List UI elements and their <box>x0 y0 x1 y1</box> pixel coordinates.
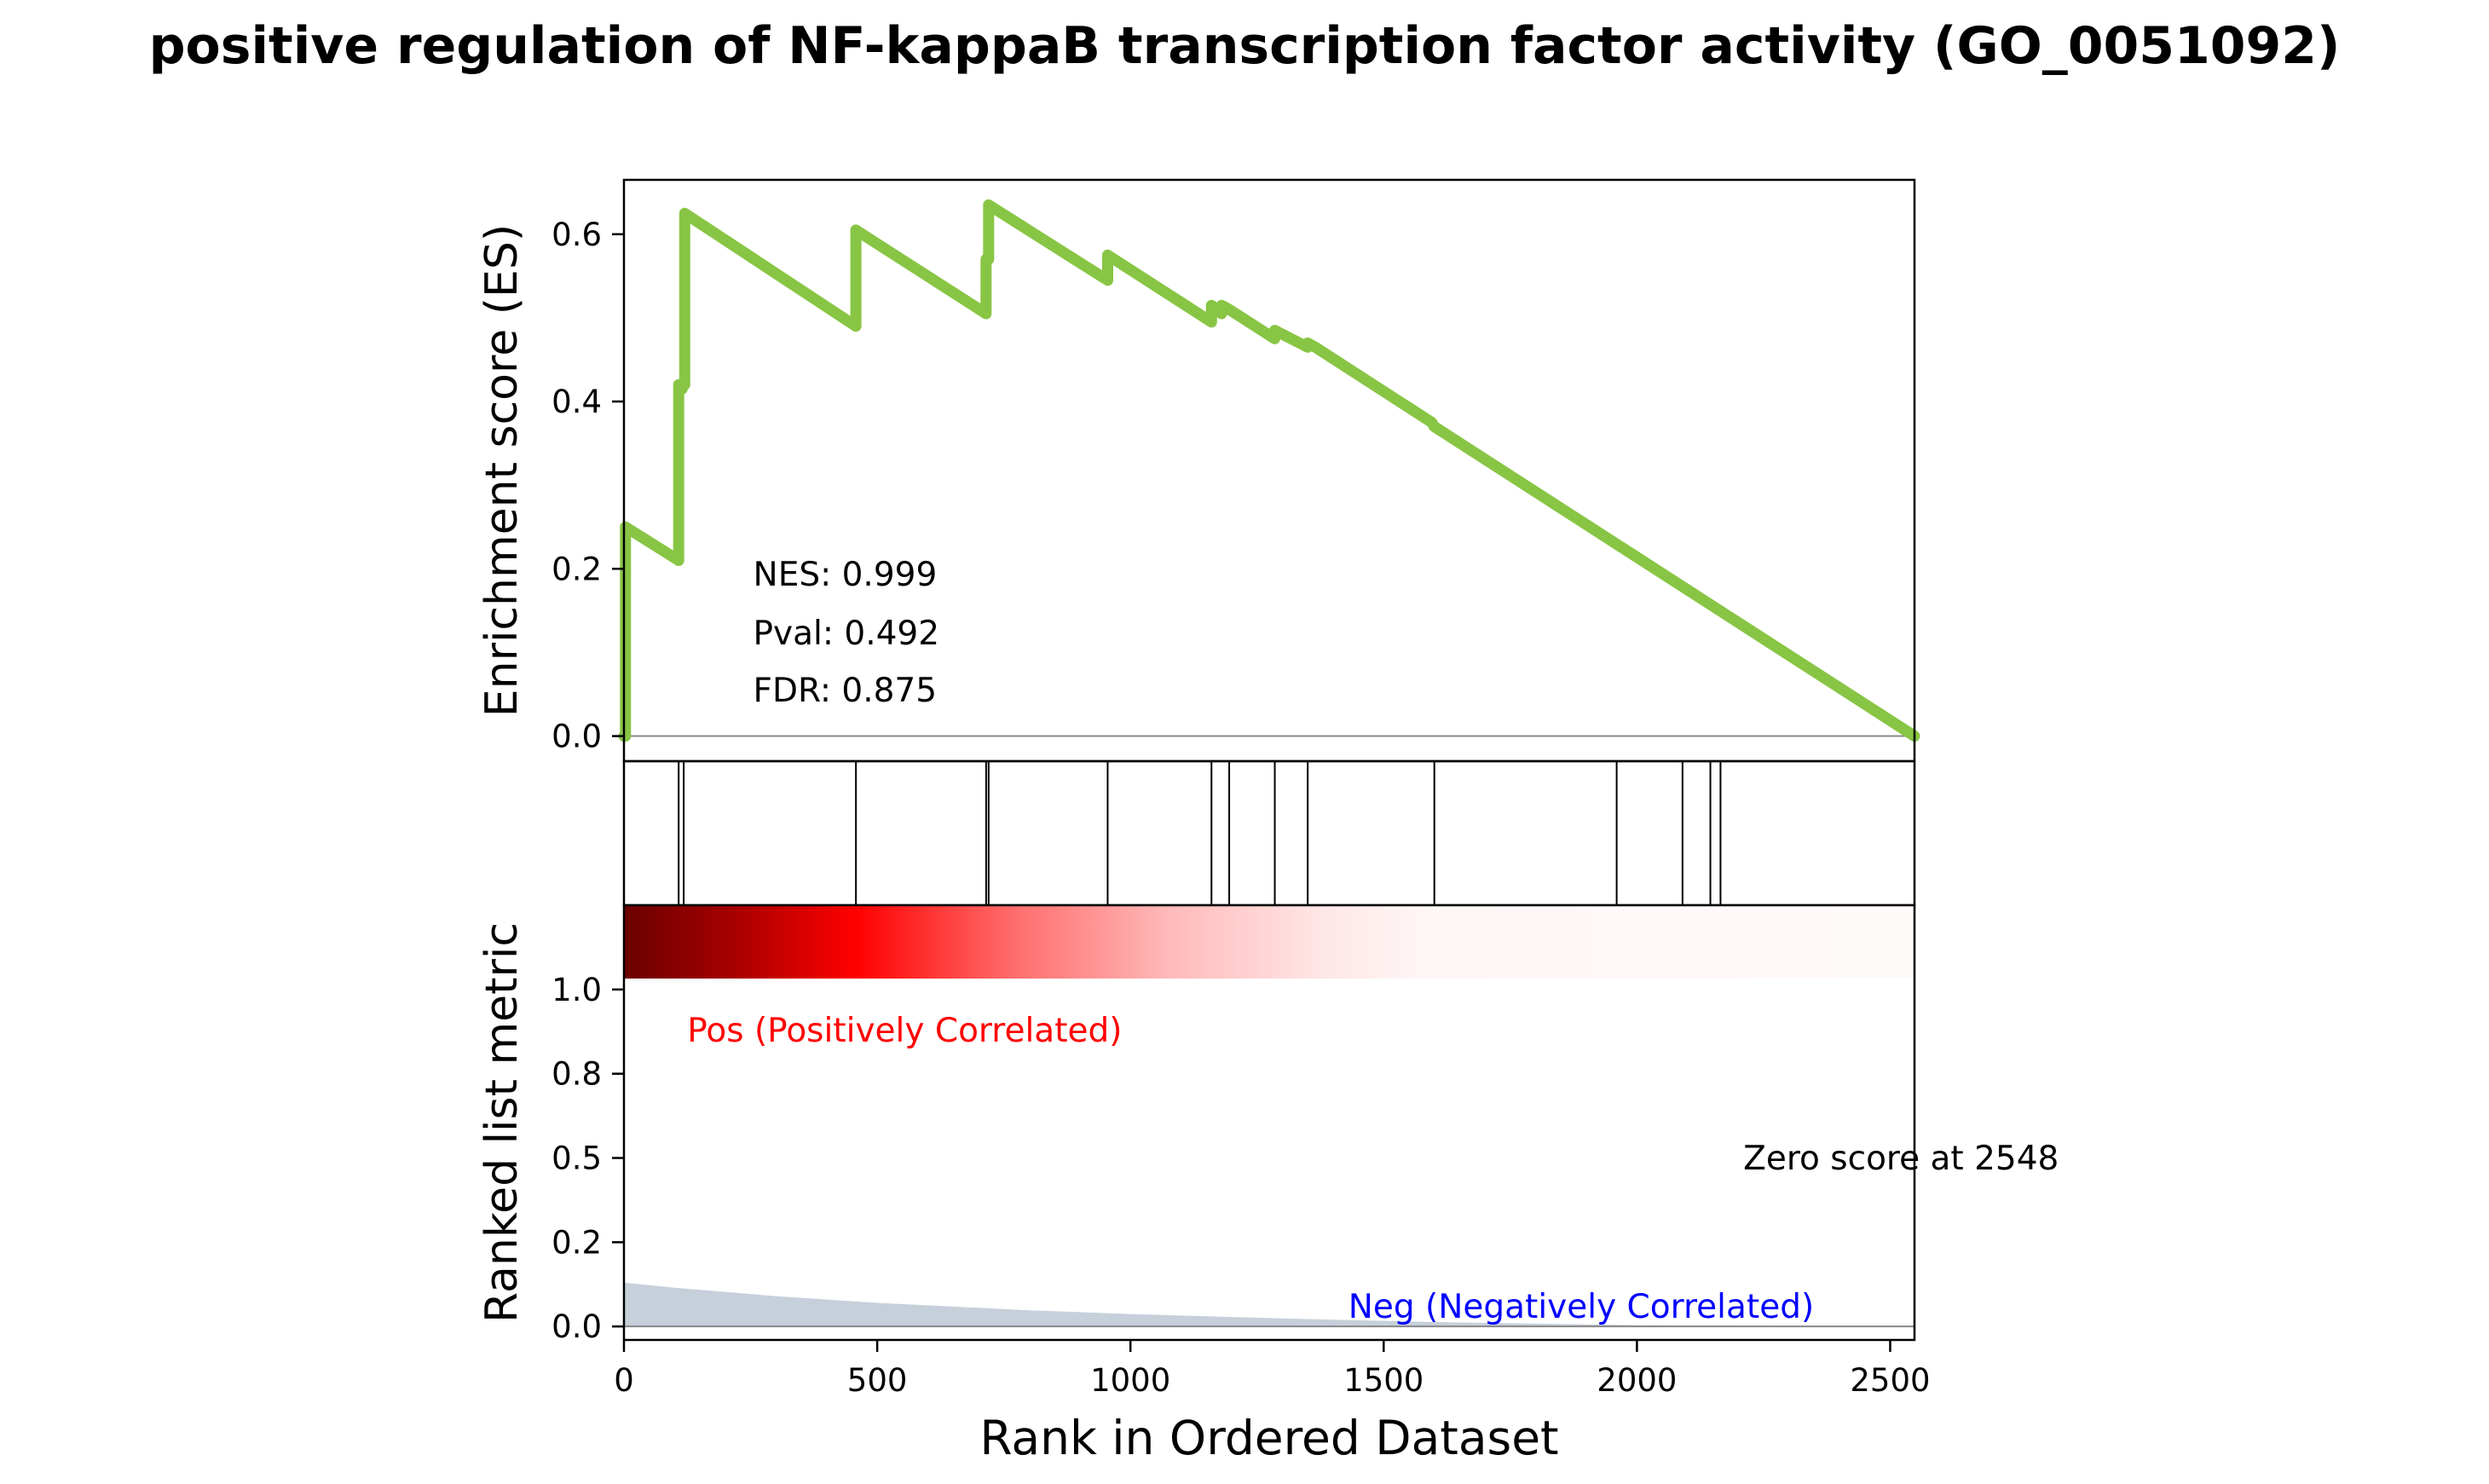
rank-y-tick-label: 0.0 <box>552 1308 602 1345</box>
x-tick-label: 1500 <box>1343 1362 1424 1399</box>
zero-score-label: Zero score at 2548 <box>1743 1140 2059 1178</box>
rank-y-tick-label: 0.5 <box>552 1140 602 1177</box>
hit-lines <box>678 761 1722 905</box>
rank-heatmap-strip <box>624 905 1914 979</box>
es-y-tick-label: 0.4 <box>552 384 602 420</box>
ranked-metric-panel: 0.0 0.2 0.5 0.8 1.0 Ranked list metric Pos (… <box>476 904 2059 1345</box>
rank-y-ticks: 0.0 0.2 0.5 0.8 1.0 <box>552 972 624 1345</box>
x-axis-label: Rank in Ordered Dataset <box>979 1411 1558 1465</box>
x-tick-label: 0 <box>614 1362 634 1399</box>
es-y-tick-label: 0.6 <box>552 217 602 253</box>
rank-y-axis-label: Ranked list metric <box>476 922 528 1323</box>
pval-stat: Pval: 0.492 <box>754 615 940 653</box>
gene-hits-panel <box>622 759 1916 907</box>
x-axis-ticks: 0 500 1000 1500 2000 2500 <box>614 1340 1931 1399</box>
rank-y-tick-label: 0.8 <box>552 1056 602 1093</box>
rank-y-tick-label: 1.0 <box>552 972 602 1008</box>
rank-y-tick-label: 0.2 <box>552 1224 602 1261</box>
es-y-ticks: 0.0 0.2 0.4 0.6 <box>552 217 624 755</box>
es-y-tick-label: 0.2 <box>552 551 602 587</box>
enrichment-score-line <box>618 199 1920 742</box>
es-y-tick-label: 0.0 <box>552 719 602 755</box>
chart-title: positive regulation of NF-kappaB transcr… <box>149 16 2341 76</box>
ranked-metric-area <box>624 1282 1914 1327</box>
negative-correlation-label: Neg (Negatively Correlated) <box>1348 1288 1814 1326</box>
rank-panel-frame <box>622 904 1916 1342</box>
enrichment-score-panel: 0.0 0.2 0.4 0.6 Enrichment score (ES) NES: … <box>476 178 1920 763</box>
x-tick-label: 500 <box>847 1362 908 1399</box>
x-tick-label: 2500 <box>1850 1362 1930 1399</box>
positive-correlation-label: Pos (Positively Correlated) <box>687 1012 1122 1050</box>
fdr-stat: FDR: 0.875 <box>754 672 938 710</box>
nes-stat: NES: 0.999 <box>754 556 938 594</box>
es-y-axis-label: Enrichment score (ES) <box>476 224 528 717</box>
x-tick-label: 2000 <box>1597 1362 1677 1399</box>
x-tick-label: 1000 <box>1090 1362 1170 1399</box>
